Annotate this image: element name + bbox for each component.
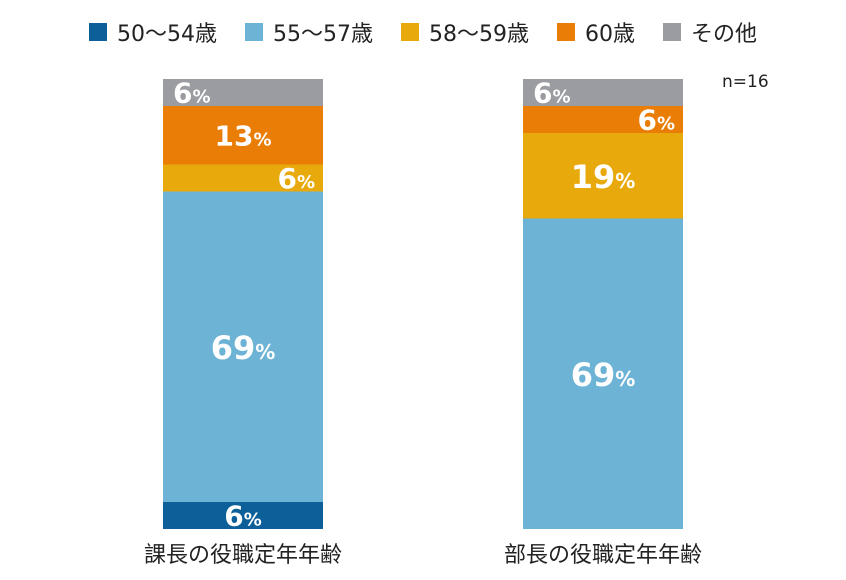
data-label-1-3: 6% bbox=[637, 104, 675, 137]
legend-swatch-other bbox=[662, 23, 681, 41]
bar-segment-1-2 bbox=[523, 133, 683, 219]
bar-segment-0-0 bbox=[163, 502, 323, 529]
data-label-0-2: 6% bbox=[277, 162, 315, 195]
category-labels-layer: 課長の役職定年年齢 部長の役職定年年齢 bbox=[144, 543, 702, 568]
data-label-1-2: 19% bbox=[571, 158, 636, 196]
bar-segment-1-3 bbox=[523, 106, 683, 133]
legend-label-other: その他 bbox=[690, 22, 757, 47]
data-label-1-4: 6% bbox=[533, 77, 571, 110]
bar-segment-0-2 bbox=[163, 164, 323, 192]
data-label-0-4: 6% bbox=[173, 77, 211, 110]
legend-item-50-54: 50〜54歳 bbox=[88, 16, 217, 48]
data-label-0-1: 69% bbox=[211, 329, 276, 367]
legend-item-other: その他 bbox=[662, 16, 757, 48]
legend-swatch-60 bbox=[556, 23, 575, 41]
bar-segment-0-3 bbox=[163, 106, 323, 165]
legend-label-60: 60歳 bbox=[584, 22, 635, 47]
bar-segment-0-1 bbox=[163, 191, 323, 502]
legend-item-60: 60歳 bbox=[556, 16, 635, 48]
bars-layer bbox=[163, 79, 683, 529]
bar-segment-0-4 bbox=[163, 79, 323, 106]
legend-item-55-57: 55〜57歳 bbox=[244, 16, 373, 48]
legend-label-50-54: 50〜54歳 bbox=[116, 22, 217, 47]
category-label-1: 部長の役職定年年齢 bbox=[504, 543, 702, 568]
data-label-1-1: 69% bbox=[571, 356, 636, 394]
legend: 50〜54歳 55〜57歳 58〜59歳 60歳 その他 bbox=[0, 14, 846, 50]
legend-label-58-59: 58〜59歳 bbox=[428, 22, 529, 47]
legend-item-58-59: 58〜59歳 bbox=[400, 16, 529, 48]
data-label-0-3: 13% bbox=[214, 119, 271, 152]
data-labels-layer: 6%69%6%13%6%69%19%6%6% bbox=[173, 77, 675, 533]
legend-swatch-55-57 bbox=[244, 23, 263, 41]
legend-label-55-57: 55〜57歳 bbox=[272, 22, 373, 47]
legend-swatch-58-59 bbox=[400, 23, 419, 41]
bar-segment-1-1 bbox=[523, 218, 683, 529]
data-label-0-0: 6% bbox=[224, 500, 262, 533]
bar-segment-1-4 bbox=[523, 79, 683, 106]
sample-size-annotation: n=16 bbox=[722, 72, 769, 92]
category-label-0: 課長の役職定年年齢 bbox=[144, 543, 342, 568]
legend-swatch-50-54 bbox=[88, 23, 107, 41]
